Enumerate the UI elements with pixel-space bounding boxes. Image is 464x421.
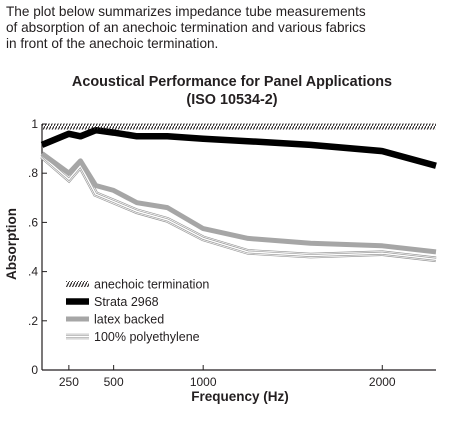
series-latex-backed [40,151,437,255]
chart-title: Acoustical Performance for Panel Applica… [71,74,393,90]
intro-line: The plot below summarizes impedance tube… [6,4,366,19]
plot-series [40,123,437,263]
intro-line: in front of the anechoic termination. [6,36,219,51]
x-axis-label: Frequency (Hz) [191,389,289,404]
intro-paragraph: The plot below summarizes impedance tube… [6,4,446,52]
legend-label: anechoic termination [94,278,209,292]
legend-label: latex backed [94,313,164,327]
y-tick-label: 0 [31,363,38,377]
y-tick-label: 1 [31,117,38,131]
intro-line: of absorption of an anechoic termination… [6,20,366,35]
series-strata-2968 [40,126,437,169]
x-tick-label: 250 [59,375,79,389]
chart-subtitle: (ISO 10534-2) [186,92,278,108]
y-axis-label: Absorption [4,208,19,280]
axes: 0 .2 .4 .6 .8 1 250 500 1000 2000 [28,117,436,389]
y-tick-label: .4 [28,265,38,279]
y-tick-label: .6 [28,215,38,229]
legend: anechoic termination Strata 2968 latex bac… [66,278,209,344]
legend-label: 100% polyethylene [94,330,200,344]
series-100-polyethylene [40,153,437,263]
x-tick-label: 500 [104,375,124,389]
y-tick-label: .2 [28,314,38,328]
y-tick-label: .8 [28,166,38,180]
x-tick-label: 1000 [190,375,217,389]
series-100-polyethylene-inner [41,155,437,260]
x-tick-label: 2000 [369,375,396,389]
legend-label: Strata 2968 [94,295,159,309]
